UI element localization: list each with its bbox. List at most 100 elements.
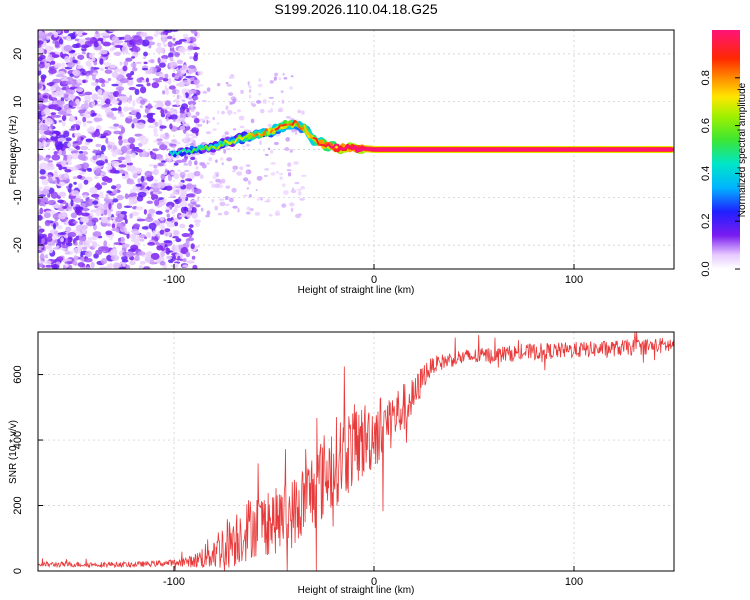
noise-blob bbox=[67, 62, 75, 68]
noise-blob bbox=[81, 246, 88, 251]
noise-blob bbox=[177, 169, 181, 173]
noise-blob bbox=[300, 186, 306, 190]
noise-blob bbox=[76, 65, 82, 70]
noise-blob bbox=[115, 183, 122, 190]
noise-blob bbox=[49, 52, 56, 55]
noise-blob bbox=[173, 262, 179, 269]
noise-blob bbox=[139, 32, 148, 38]
noise-blob bbox=[206, 119, 209, 125]
noise-blob bbox=[99, 49, 108, 55]
noise-blob bbox=[160, 173, 166, 180]
noise-blob bbox=[171, 72, 176, 78]
noise-blob bbox=[254, 211, 261, 216]
noise-blob bbox=[119, 95, 123, 101]
noise-blob bbox=[165, 80, 170, 83]
ridge-segment bbox=[315, 137, 320, 146]
noise-blob bbox=[72, 220, 78, 224]
noise-blob bbox=[225, 185, 231, 189]
noise-blob bbox=[102, 41, 112, 47]
noise-blob bbox=[164, 85, 168, 89]
noise-blob bbox=[134, 88, 140, 96]
noise-blob bbox=[77, 153, 86, 161]
noise-blob bbox=[41, 111, 45, 116]
noise-blob bbox=[246, 187, 250, 190]
noise-blob bbox=[158, 119, 163, 126]
noise-blob bbox=[106, 208, 111, 215]
noise-blob bbox=[283, 190, 289, 195]
noise-blob bbox=[163, 231, 171, 237]
noise-blob bbox=[68, 128, 77, 131]
noise-blob bbox=[139, 238, 145, 242]
noise-blob bbox=[273, 141, 279, 145]
noise-blob bbox=[214, 171, 220, 175]
noise-blob bbox=[190, 108, 195, 113]
noise-blob bbox=[62, 206, 68, 209]
noise-blob bbox=[52, 133, 57, 137]
noise-blob bbox=[150, 252, 160, 260]
noise-blob bbox=[85, 139, 93, 143]
noise-blob bbox=[38, 69, 42, 76]
noise-blob bbox=[61, 119, 66, 127]
noise-blob bbox=[44, 117, 53, 126]
noise-blob bbox=[290, 75, 294, 78]
noise-blob bbox=[180, 194, 186, 199]
noise-blob bbox=[119, 224, 124, 230]
noise-blob bbox=[46, 200, 54, 205]
noise-blob bbox=[129, 94, 133, 101]
noise-blob bbox=[74, 38, 80, 42]
noise-blob bbox=[38, 83, 42, 90]
noise-blob bbox=[165, 255, 172, 260]
noise-blob bbox=[264, 153, 269, 157]
noise-blob bbox=[111, 223, 116, 229]
noise-blob bbox=[297, 109, 302, 114]
noise-blob bbox=[84, 114, 92, 119]
noise-blob bbox=[105, 165, 113, 170]
noise-blob bbox=[267, 109, 273, 113]
noise-blob bbox=[61, 62, 65, 69]
noise-blob bbox=[139, 260, 146, 265]
noise-blob bbox=[164, 168, 168, 173]
noise-blob bbox=[193, 117, 200, 124]
noise-blob bbox=[139, 86, 147, 94]
noise-blob bbox=[48, 247, 54, 254]
noise-blob bbox=[152, 78, 161, 81]
noise-blob bbox=[45, 109, 51, 116]
noise-blob bbox=[185, 132, 190, 138]
noise-blob bbox=[101, 83, 106, 88]
noise-blob bbox=[153, 104, 160, 108]
noise-blob bbox=[135, 183, 143, 187]
noise-blob bbox=[90, 261, 95, 269]
noise-blob bbox=[211, 198, 215, 203]
noise-blob bbox=[40, 196, 49, 203]
noise-blob bbox=[95, 182, 101, 189]
noise-blob bbox=[45, 264, 53, 268]
noise-blob bbox=[166, 217, 173, 222]
spectrogram-x-tick-label: -100 bbox=[163, 274, 185, 286]
noise-blob bbox=[156, 242, 161, 246]
noise-blob bbox=[51, 263, 60, 269]
noise-blob bbox=[170, 114, 178, 120]
noise-blob bbox=[270, 172, 276, 176]
noise-blob bbox=[113, 123, 120, 127]
noise-blob bbox=[84, 242, 91, 248]
noise-blob bbox=[181, 117, 186, 124]
noise-blob bbox=[172, 235, 179, 239]
noise-blob bbox=[153, 133, 159, 137]
noise-blob bbox=[137, 178, 141, 184]
noise-blob bbox=[161, 34, 167, 38]
noise-blob bbox=[157, 57, 161, 64]
noise-blob bbox=[296, 188, 302, 191]
noise-blob bbox=[54, 139, 59, 144]
noise-blob bbox=[179, 223, 186, 229]
noise-blob bbox=[48, 68, 57, 74]
noise-blob bbox=[216, 82, 221, 87]
noise-blob bbox=[106, 223, 111, 227]
noise-blob bbox=[217, 110, 220, 114]
noise-blob bbox=[106, 112, 115, 119]
noise-blob bbox=[103, 91, 111, 96]
noise-blob bbox=[197, 84, 204, 87]
noise-blob bbox=[83, 216, 89, 224]
noise-blob bbox=[121, 259, 129, 263]
noise-blob bbox=[177, 65, 183, 69]
